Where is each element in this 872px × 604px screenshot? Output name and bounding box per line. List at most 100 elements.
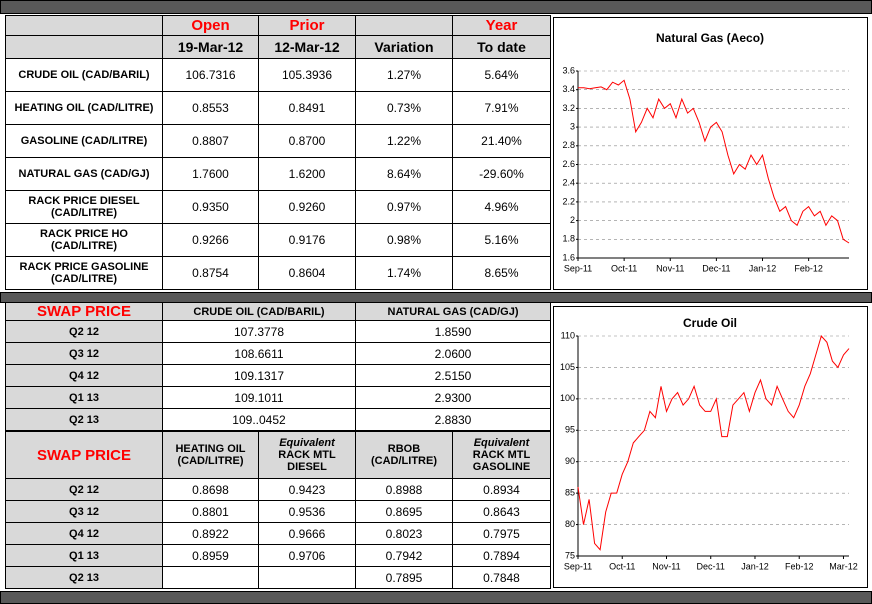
row-label: Q1 13 — [5, 544, 163, 567]
table-row: HEATING OIL (CAD/LITRE) 0.8553 0.8491 0.73%… — [5, 91, 551, 125]
row-label: GASOLINE (CAD/LITRE) — [5, 124, 163, 158]
cell: 21.40% — [452, 124, 551, 158]
row-label: RACK PRICE DIESEL (CAD/LITRE) — [5, 190, 163, 224]
table-row: RACK PRICE GASOLINE (CAD/LITRE) 0.8754 0.8… — [5, 256, 551, 290]
cell: 106.7316 — [162, 58, 259, 92]
row-label: Q3 12 — [5, 500, 163, 523]
header-cell: 19-Mar-12 — [162, 35, 259, 59]
cell: -29.60% — [452, 157, 551, 191]
table-row: Q1 13 0.8959 0.9706 0.7942 0.7894 — [5, 544, 551, 567]
header-cell: SWAP PRICE — [5, 431, 163, 479]
cell — [162, 566, 259, 589]
x-tick-label: Dec-11 — [697, 561, 725, 571]
cell: 0.9666 — [258, 522, 356, 545]
cell: 0.8695 — [355, 500, 453, 523]
cell: 0.8807 — [162, 124, 259, 158]
header-cell: SWAP PRICE — [5, 302, 163, 321]
cell: 105.3936 — [258, 58, 356, 92]
cell: 4.96% — [452, 190, 551, 224]
cell: 1.7600 — [162, 157, 259, 191]
swap-table: SWAP PRICE CRUDE OIL (CAD/BARIL) NATURAL… — [5, 302, 552, 431]
table-row: Q3 12 0.8801 0.9536 0.8695 0.8643 — [5, 500, 551, 523]
cell: 0.8023 — [355, 522, 453, 545]
cell: 1.74% — [355, 256, 453, 290]
row-label: CRUDE OIL (CAD/BARIL) — [5, 58, 163, 92]
cell: 0.7895 — [355, 566, 453, 589]
header-cell: Prior — [258, 15, 356, 36]
frame-bar — [0, 0, 872, 14]
cell: 0.8643 — [452, 500, 551, 523]
table-row: RACK PRICE DIESEL (CAD/LITRE) 0.9350 0.926… — [5, 190, 551, 224]
row-label: Q3 12 — [5, 342, 163, 365]
cell: 0.7942 — [355, 544, 453, 567]
row-label: Q2 13 — [5, 408, 163, 431]
cell: 1.6200 — [258, 157, 356, 191]
cell: 2.8830 — [354, 408, 552, 431]
row-label: RACK PRICE GASOLINE (CAD/LITRE) — [5, 256, 163, 290]
cell — [258, 566, 356, 589]
x-tick-label: Jan-12 — [741, 561, 769, 571]
cell: 0.8700 — [258, 124, 356, 158]
y-tick-label: 110 — [561, 330, 575, 340]
y-tick-label: 80 — [565, 519, 575, 529]
y-tick-label: 90 — [565, 456, 575, 466]
x-tick-label: Nov-11 — [652, 561, 680, 571]
y-tick-label: 105 — [560, 362, 575, 372]
cell: 5.64% — [452, 58, 551, 92]
y-tick-label: 75 — [565, 550, 575, 560]
cell: 0.8698 — [162, 478, 259, 501]
cell: 8.65% — [452, 256, 551, 290]
cell: 1.8590 — [354, 320, 552, 343]
cell: 0.8988 — [355, 478, 453, 501]
cell: 107.3778 — [162, 320, 356, 343]
y-tick-label: 2.4 — [562, 178, 575, 188]
cell: 109..0452 — [162, 408, 356, 431]
row-label: Q4 12 — [5, 522, 163, 545]
header-cell: 12-Mar-12 — [258, 35, 356, 59]
cell: 5.16% — [452, 223, 551, 257]
header-cell — [5, 35, 163, 59]
table-body: Q2 12 107.3778 1.8590 Q3 12 108.6611 2.0600 Q4… — [5, 320, 552, 431]
swap-table: SWAP PRICE HEATING OIL (CAD/LITRE) Equiv… — [5, 431, 551, 589]
header-cell: HEATING OIL (CAD/LITRE) — [162, 431, 259, 479]
table-row: Q2 12 107.3778 1.8590 — [5, 320, 552, 343]
data-line — [577, 334, 850, 551]
cell: 0.97% — [355, 190, 453, 224]
header-cell: NATURAL GAS (CAD/GJ) — [354, 302, 552, 321]
y-tick-label: 2.6 — [562, 159, 575, 169]
cell: 8.64% — [355, 157, 453, 191]
table-row: Q2 13 109..0452 2.8830 — [5, 408, 552, 431]
x-tick-label: Nov-11 — [656, 263, 684, 273]
row-label: Q2 12 — [5, 478, 163, 501]
header-cell — [355, 15, 453, 36]
row-label: NATURAL GAS (CAD/GJ) — [5, 157, 163, 191]
y-tick-label: 3 — [570, 121, 575, 131]
cell: 2.5150 — [354, 364, 552, 387]
row-label: HEATING OIL (CAD/LITRE) — [5, 91, 163, 125]
cell: 0.7894 — [452, 544, 551, 567]
header-cell: Equivalent RACK MTL GASOLINE — [452, 431, 551, 479]
cell: 0.8491 — [258, 91, 356, 125]
x-tick-label: Mar-12 — [829, 561, 858, 571]
cell: 2.9300 — [354, 386, 552, 409]
table-row: RACK PRICE HO (CAD/LITRE) 0.9266 0.9176 0.9… — [5, 223, 551, 257]
cell: 0.8934 — [452, 478, 551, 501]
table-row: CRUDE OIL (CAD/BARIL) 106.7316 105.3936 1.2… — [5, 58, 551, 92]
x-tick-label: Oct-11 — [609, 561, 635, 571]
header-cell: Equivalent RACK MTL DIESEL — [258, 431, 356, 479]
header-cell: To date — [452, 35, 551, 59]
cell: 0.8922 — [162, 522, 259, 545]
x-tick-label: Feb-12 — [794, 263, 823, 273]
frame-bar — [0, 591, 872, 604]
header-cell: Variation — [355, 35, 453, 59]
x-tick-label: Dec-11 — [702, 263, 730, 273]
y-tick-label: 3.4 — [562, 84, 575, 94]
row-label: Q4 12 — [5, 364, 163, 387]
y-tick-label: 2 — [570, 215, 575, 225]
row-label: Q2 12 — [5, 320, 163, 343]
cell: 0.9423 — [258, 478, 356, 501]
price-table: Open Prior Year 19-Mar-12 12-Mar-12 Vari… — [5, 15, 551, 290]
row-label: Q2 13 — [5, 566, 163, 589]
chart-title: Natural Gas (Aeco) — [656, 31, 764, 45]
